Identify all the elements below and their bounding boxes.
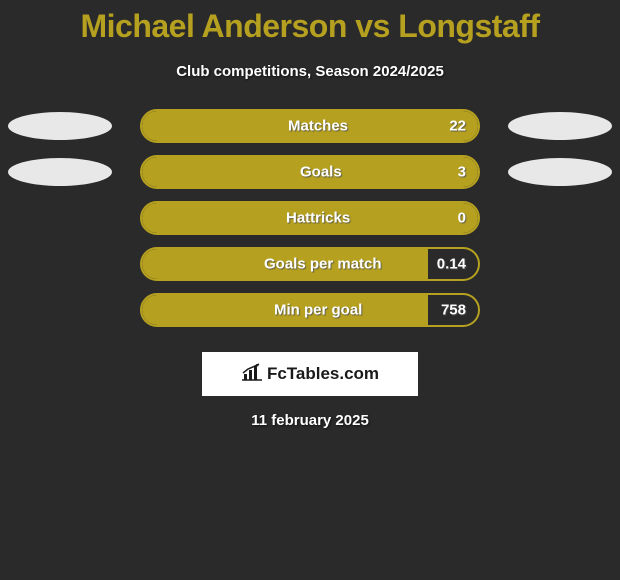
player-right-marker (508, 158, 612, 186)
player-left-marker (8, 112, 112, 140)
stat-bar: Goals 3 (140, 155, 480, 189)
stat-label: Goals (300, 164, 342, 181)
player-right-marker (508, 112, 612, 140)
stat-value: 22 (449, 118, 466, 135)
stat-bar: Goals per match 0.14 (140, 247, 480, 281)
stat-value: 0.14 (437, 256, 466, 273)
stat-label: Hattricks (286, 210, 350, 227)
stats-list: Matches 22 Goals 3 Hattricks 0 Goals per match… (0, 108, 620, 338)
comparison-infographic: Michael Anderson vs Longstaff Club compe… (0, 0, 620, 580)
player-left-marker (8, 158, 112, 186)
logo-text: FcTables.com (267, 364, 379, 384)
stat-bar: Min per goal 758 (140, 293, 480, 327)
stat-bar: Matches 22 (140, 109, 480, 143)
stat-row: Goals per match 0.14 (0, 246, 620, 292)
bar-chart-icon (241, 363, 263, 386)
page-title: Michael Anderson vs Longstaff (0, 0, 620, 45)
stat-row: Matches 22 (0, 108, 620, 154)
stat-row: Goals 3 (0, 154, 620, 200)
stat-value: 3 (458, 164, 466, 181)
subtitle: Club competitions, Season 2024/2025 (0, 63, 620, 80)
stat-label: Min per goal (274, 302, 362, 319)
stat-row: Hattricks 0 (0, 200, 620, 246)
stat-row: Min per goal 758 (0, 292, 620, 338)
stat-label: Goals per match (264, 256, 382, 273)
date-label: 11 february 2025 (0, 412, 620, 429)
stat-bar: Hattricks 0 (140, 201, 480, 235)
stat-value: 0 (458, 210, 466, 227)
stat-value: 758 (441, 302, 466, 319)
logo: FcTables.com (241, 363, 379, 386)
stat-label: Matches (288, 118, 348, 135)
logo-box: FcTables.com (202, 352, 418, 396)
